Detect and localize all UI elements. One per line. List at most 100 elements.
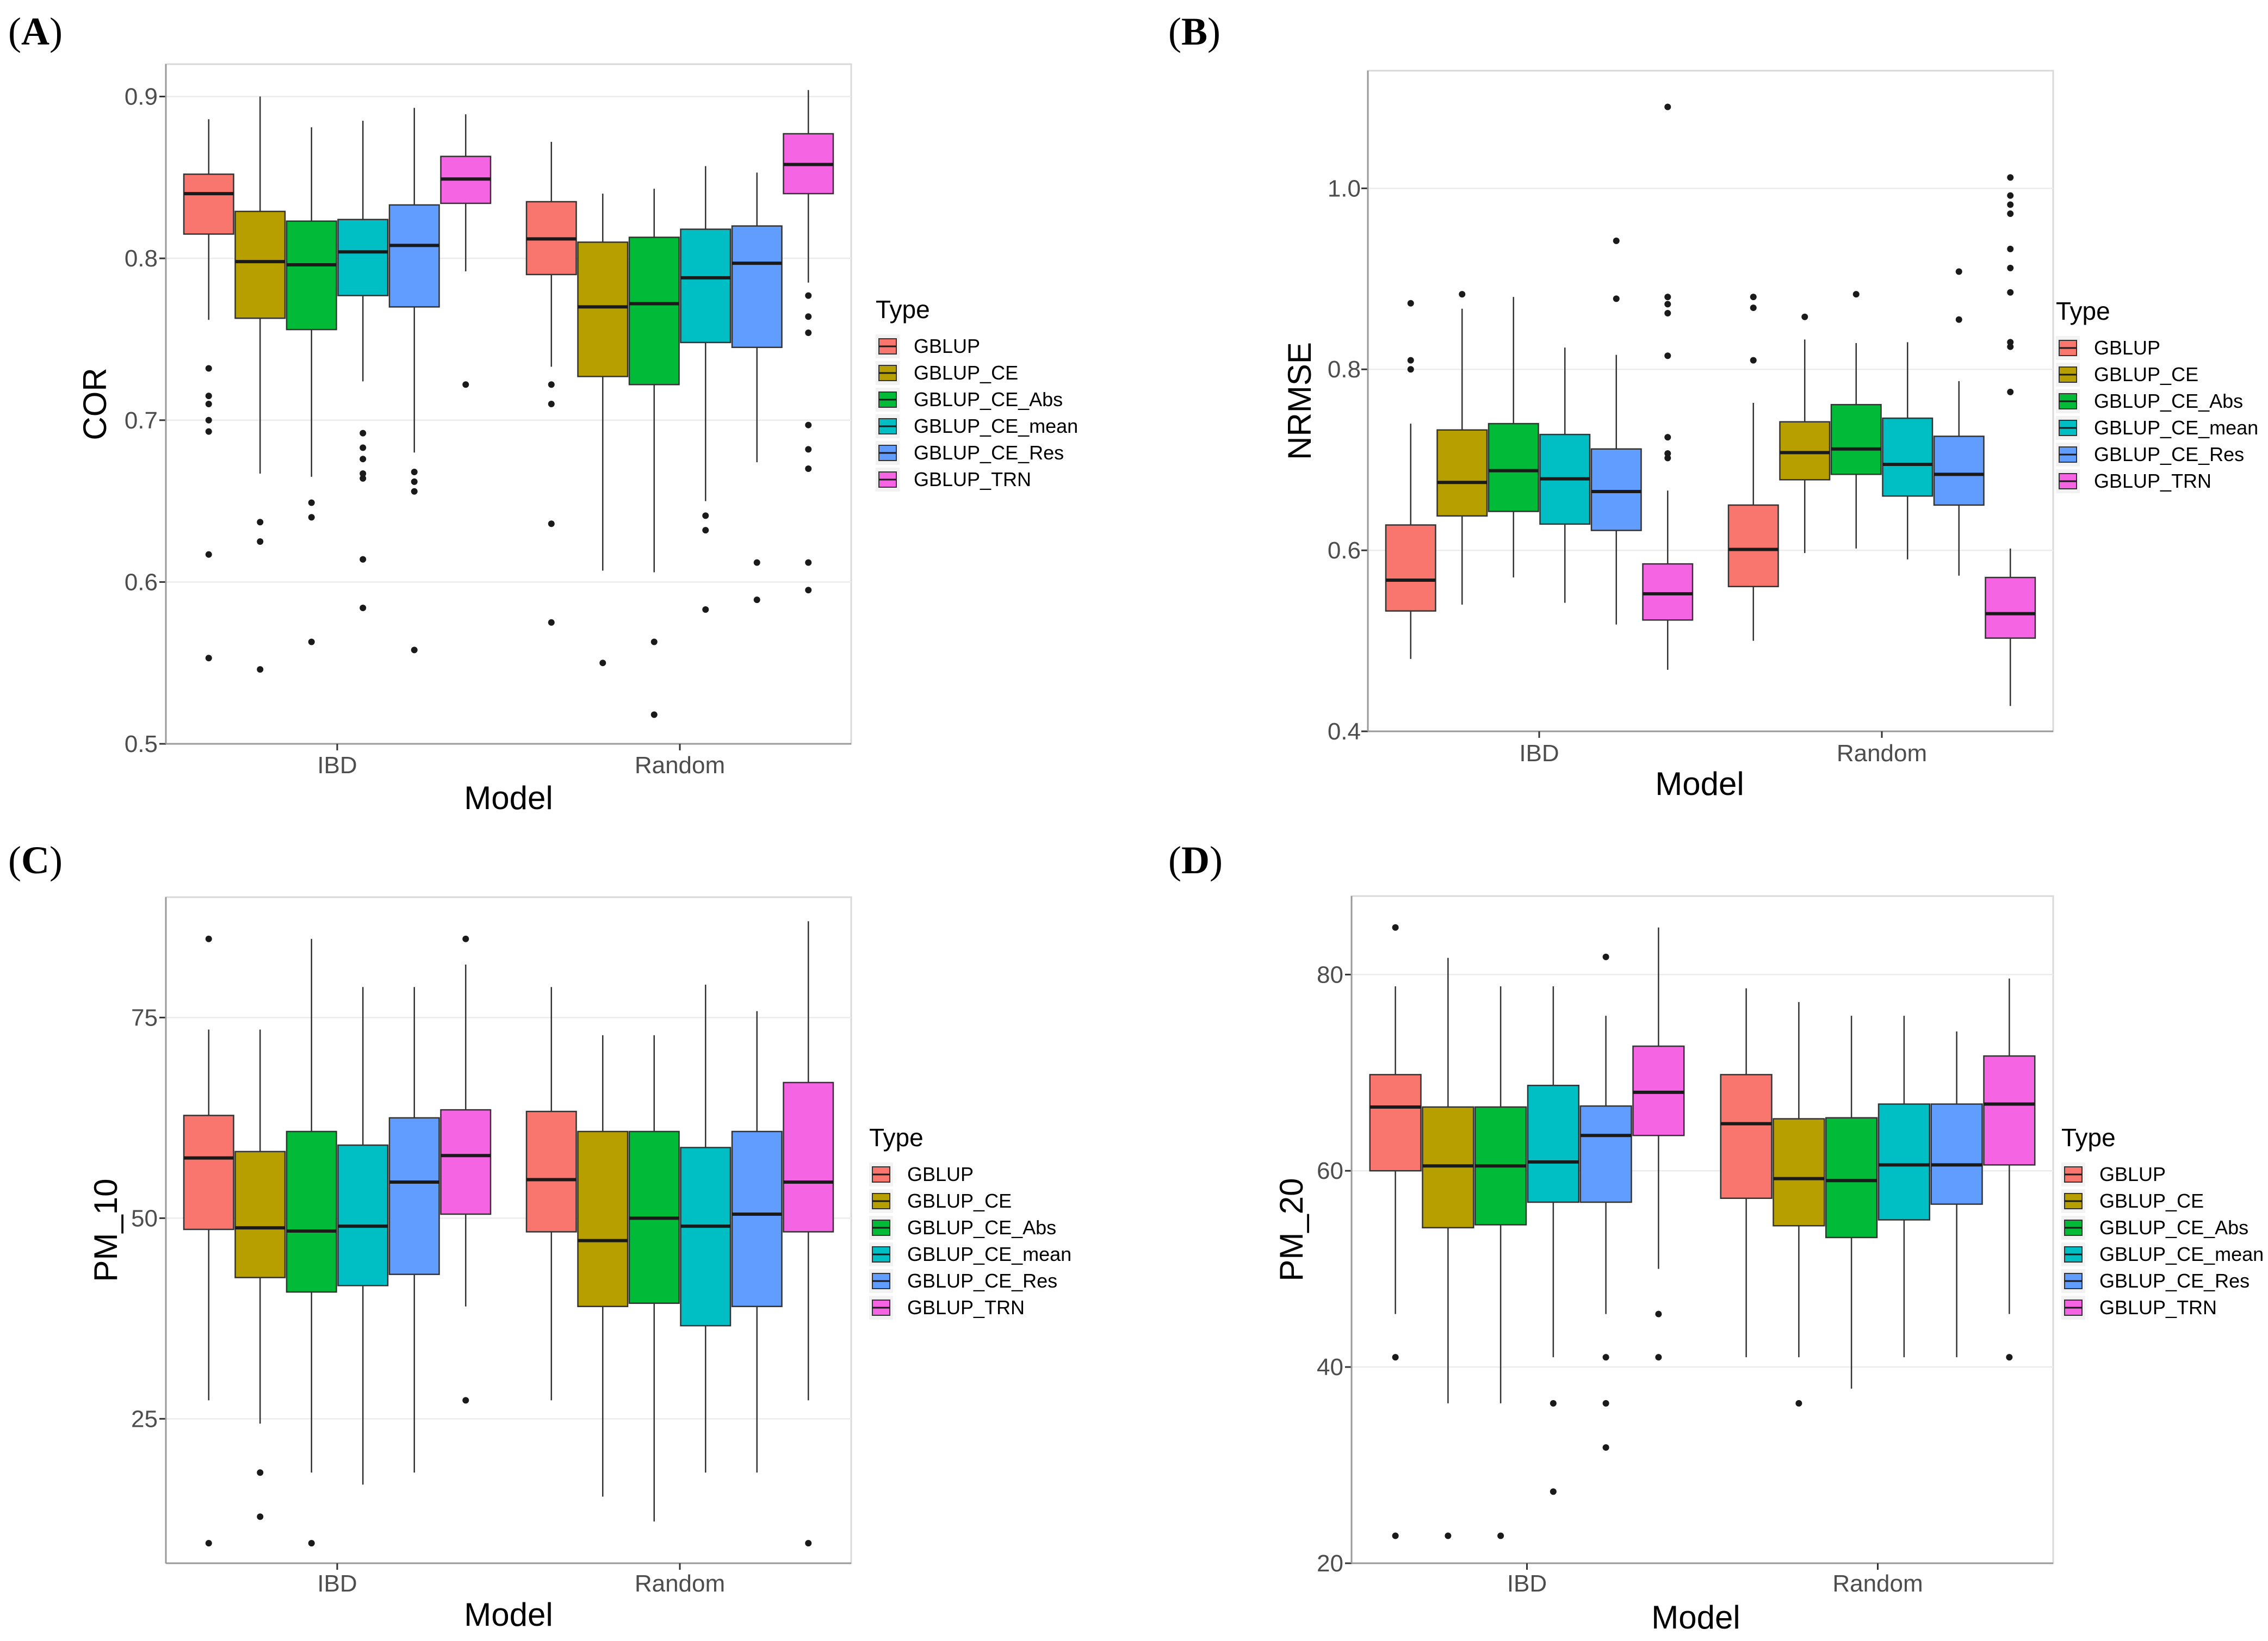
outlier-point [411, 647, 418, 654]
legend-label: GBLUP_CE_Res [2099, 1270, 2250, 1292]
outlier-point [753, 596, 760, 604]
legend-label: GBLUP_CE_Abs [2094, 390, 2243, 412]
outlier-point [1664, 352, 1671, 359]
outlier-point [1602, 1400, 1609, 1407]
box [577, 241, 629, 377]
panel-letter-part: ( [1168, 838, 1181, 882]
outlier-point [2006, 1354, 2013, 1361]
legend-label: GBLUP_TRN [2094, 470, 2211, 492]
outlier-point [2007, 201, 2014, 208]
box [234, 1151, 286, 1278]
box [1642, 563, 1694, 621]
outlier-point [702, 512, 709, 519]
box [628, 237, 680, 386]
panel-d: (D) 20 40 60 80 IBD Random Model PM_20 Type GBLUP G… [1168, 838, 2264, 1636]
outlier-point [411, 488, 418, 495]
legend-label: GBLUP_TRN [914, 468, 1031, 490]
outlier-point [1407, 357, 1414, 364]
box [731, 225, 783, 349]
legend-label: GBLUP_CE_Res [907, 1270, 1057, 1292]
x-tick-label: Random [635, 752, 725, 779]
box [388, 1117, 440, 1275]
outlier-point [1750, 294, 1757, 301]
outlier-point [805, 587, 812, 594]
y-tick-label: 20 [1317, 1550, 1343, 1577]
legend-title: Type [2061, 1123, 2116, 1152]
legend-label: GBLUP [907, 1163, 974, 1185]
panel-c: (C) 25 50 75 IBD Random Model PM_10 Type GBLUP GBL… [8, 838, 1071, 1633]
outlier-point [650, 711, 658, 718]
outlier-point [1407, 300, 1414, 307]
panel-letter: (C) [8, 838, 63, 882]
outlier-point [805, 421, 812, 428]
y-tick-label: 25 [131, 1406, 158, 1432]
y-tick-label: 0.8 [125, 245, 158, 272]
outlier-point [1602, 1444, 1609, 1451]
box [731, 1130, 783, 1307]
outlier-point [1550, 1400, 1557, 1407]
outlier-point [1655, 1354, 1662, 1361]
outlier-point [360, 475, 367, 482]
panel-letter-part: A [21, 10, 49, 53]
outlier-point [753, 559, 760, 566]
plot-background [1350, 895, 2054, 1564]
outlier-point [2007, 343, 2014, 350]
y-axis-title: COR [77, 368, 113, 440]
y-tick-label: 0.6 [1328, 537, 1361, 564]
outlier-point [1497, 1532, 1504, 1539]
panel-letter: (A) [8, 10, 63, 53]
y-tick-label: 50 [131, 1205, 158, 1232]
plot-background [165, 63, 852, 745]
y-tick-label: 0.4 [1328, 718, 1361, 745]
box [1930, 1103, 1983, 1205]
legend-title: Type [869, 1123, 924, 1152]
outlier-point [2007, 264, 2014, 271]
outlier-point [1407, 366, 1414, 373]
box [783, 1081, 834, 1233]
legend-label: GBLUP_CE [2094, 363, 2198, 386]
panel-letter-part: C [21, 838, 49, 882]
panel-letter-part: B [1181, 10, 1207, 53]
legend-label: GBLUP_CE_Abs [2099, 1216, 2248, 1239]
outlier-point [257, 1513, 264, 1520]
box [680, 1147, 732, 1327]
box [577, 1130, 629, 1307]
x-axis-title: Model [1651, 1599, 1740, 1636]
outlier-point [1750, 304, 1757, 312]
panel-a: (A) 0.5 0.6 0.7 0.8 0.9 IBD Random Model COR Type G… [8, 10, 1078, 816]
panel-letter-part: ) [49, 10, 63, 53]
outlier-point [1955, 268, 1962, 275]
legend-label: GBLUP_CE [2099, 1190, 2204, 1212]
outlier-point [360, 556, 367, 563]
outlier-point [702, 606, 709, 613]
outlier-point [1852, 291, 1860, 298]
box [1527, 1085, 1579, 1203]
legend-label: GBLUP_CE_mean [914, 415, 1078, 437]
outlier-point [1664, 310, 1671, 317]
plot-background [1367, 70, 2054, 732]
outlier-point [257, 519, 264, 526]
legend-label: GBLUP_CE_mean [907, 1243, 1071, 1265]
y-tick-label: 0.5 [125, 731, 158, 757]
box [234, 210, 286, 319]
outlier-point [360, 444, 367, 451]
outlier-point [308, 638, 315, 645]
box [525, 1110, 577, 1233]
outlier-point [1392, 924, 1399, 931]
box [680, 228, 732, 344]
outlier-point [1664, 455, 1671, 462]
box [1488, 422, 1539, 512]
legend-title: Type [876, 295, 930, 324]
outlier-point [308, 499, 315, 506]
outlier-point [1445, 1532, 1452, 1539]
x-axis-title: Model [464, 780, 553, 816]
outlier-point [360, 470, 367, 477]
legend-label: GBLUP_CE_Res [914, 442, 1064, 464]
outlier-point [805, 313, 812, 320]
y-tick-label: 1.0 [1328, 175, 1361, 202]
outlier-point [1664, 103, 1671, 110]
outlier-point [2007, 210, 2014, 217]
box [1825, 1117, 1878, 1239]
outlier-point [462, 381, 469, 388]
box [1369, 1074, 1422, 1172]
